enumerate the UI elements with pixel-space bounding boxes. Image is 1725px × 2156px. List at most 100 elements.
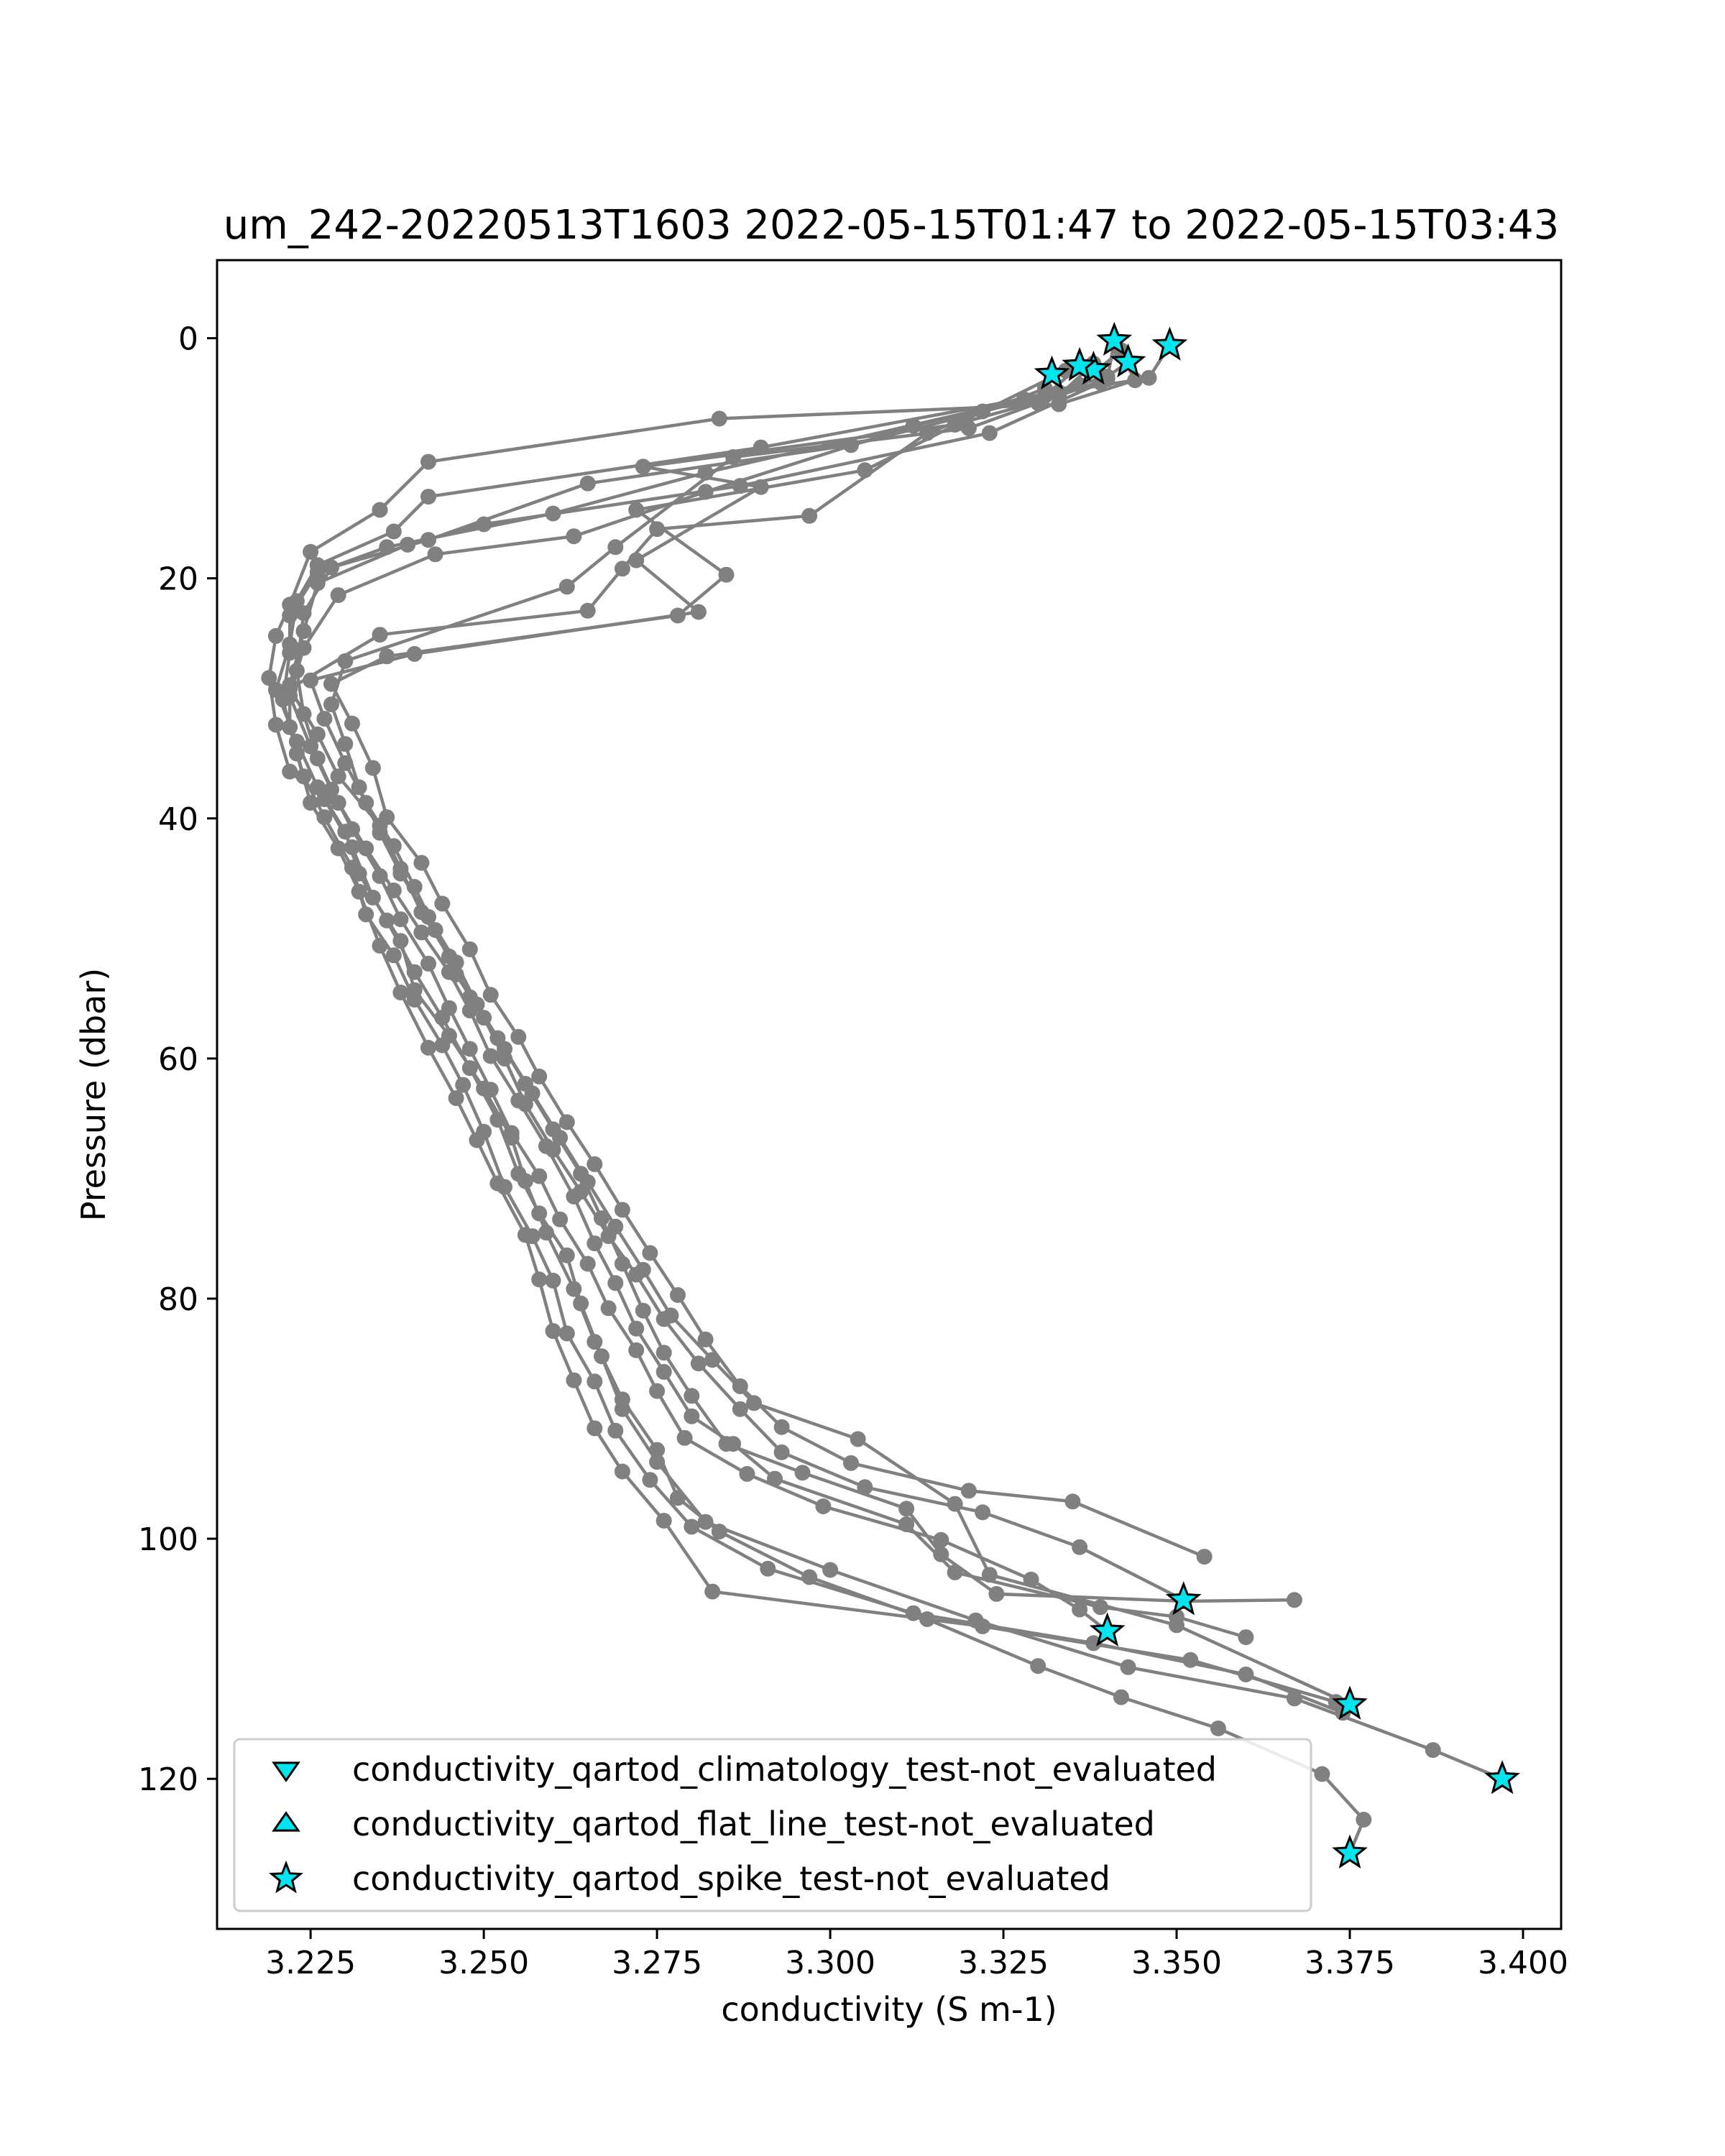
y-tick-label: 40 bbox=[158, 801, 198, 838]
data-point bbox=[545, 1323, 561, 1340]
plot-area bbox=[261, 321, 1520, 1869]
data-point bbox=[303, 672, 319, 688]
data-point bbox=[607, 1275, 624, 1291]
data-point bbox=[392, 865, 409, 882]
data-point bbox=[684, 1388, 700, 1404]
data-point bbox=[413, 854, 430, 871]
data-point bbox=[309, 575, 326, 591]
data-point bbox=[372, 502, 388, 518]
data-point bbox=[594, 1210, 610, 1227]
data-point bbox=[261, 670, 277, 686]
data-point bbox=[676, 1429, 693, 1446]
data-point bbox=[372, 824, 388, 841]
data-point bbox=[524, 1228, 540, 1245]
data-point bbox=[690, 1355, 707, 1372]
data-point bbox=[316, 809, 333, 826]
data-point bbox=[531, 1271, 548, 1288]
data-point bbox=[801, 507, 818, 524]
data-point bbox=[323, 696, 339, 713]
legend-label: conductivity_qartod_climatology_test-not… bbox=[352, 1750, 1217, 1789]
data-point bbox=[558, 1325, 575, 1342]
data-point bbox=[379, 809, 395, 826]
data-point bbox=[579, 602, 596, 619]
y-tick-label: 80 bbox=[158, 1281, 198, 1318]
data-point bbox=[649, 1454, 666, 1470]
profile-line bbox=[274, 344, 1503, 1781]
data-point bbox=[586, 1420, 603, 1437]
data-point bbox=[947, 1496, 963, 1512]
data-point bbox=[531, 1068, 548, 1084]
data-point bbox=[614, 561, 630, 577]
data-point bbox=[690, 604, 707, 620]
data-point bbox=[358, 906, 374, 923]
spike-flag-marker bbox=[1151, 326, 1188, 361]
data-point bbox=[309, 779, 326, 796]
data-point bbox=[420, 955, 436, 972]
x-tick-label: 3.350 bbox=[1131, 1945, 1222, 1981]
data-point bbox=[420, 532, 436, 548]
data-point bbox=[344, 715, 360, 732]
spike-flag-marker bbox=[1332, 1685, 1368, 1720]
x-axis: 3.225 3.250 3.275 3.300 3.325 3.350 3.375 3.400 bbox=[265, 1929, 1568, 1981]
data-point bbox=[282, 719, 298, 735]
data-point bbox=[981, 1567, 998, 1583]
data-point bbox=[586, 1156, 603, 1172]
data-point bbox=[1085, 1635, 1102, 1651]
profile-series bbox=[323, 333, 1358, 1713]
legend-marker-triangle-up bbox=[272, 1811, 300, 1832]
data-point bbox=[628, 1320, 645, 1337]
spike-flag-marker bbox=[1096, 321, 1133, 356]
data-point bbox=[552, 1130, 569, 1146]
data-point bbox=[579, 1174, 596, 1190]
profile-series bbox=[261, 332, 1372, 1861]
data-point bbox=[531, 1168, 548, 1184]
data-point bbox=[295, 768, 312, 785]
data-point bbox=[282, 763, 298, 780]
data-point bbox=[482, 1082, 499, 1098]
data-point bbox=[718, 566, 735, 583]
spike-flag-marker bbox=[1089, 1612, 1126, 1646]
legend-marker-star bbox=[269, 1860, 303, 1894]
data-point bbox=[303, 738, 319, 755]
data-point bbox=[697, 1331, 714, 1348]
data-point bbox=[406, 992, 423, 1008]
data-point bbox=[427, 546, 443, 563]
x-tick-label: 3.275 bbox=[612, 1945, 702, 1981]
data-point bbox=[857, 1479, 873, 1496]
data-point bbox=[656, 1363, 672, 1380]
data-point bbox=[649, 521, 666, 538]
data-point bbox=[594, 1348, 610, 1365]
x-tick-label: 3.400 bbox=[1478, 1945, 1568, 1981]
data-point bbox=[704, 1352, 721, 1368]
data-point bbox=[1169, 1617, 1184, 1634]
data-point bbox=[933, 1546, 949, 1562]
x-tick-label: 3.325 bbox=[958, 1945, 1049, 1981]
data-point bbox=[385, 947, 402, 964]
axes-frame bbox=[216, 259, 1563, 1930]
data-point bbox=[392, 911, 409, 928]
data-point bbox=[309, 726, 326, 742]
data-point bbox=[704, 1583, 721, 1600]
data-point bbox=[573, 1295, 589, 1312]
data-point bbox=[850, 1431, 866, 1447]
data-point bbox=[1314, 1766, 1330, 1782]
data-point bbox=[267, 627, 284, 644]
data-point bbox=[545, 1272, 561, 1289]
profile-series bbox=[282, 342, 1129, 1639]
data-point bbox=[1425, 1742, 1441, 1759]
data-point bbox=[843, 1455, 859, 1471]
data-point bbox=[316, 711, 333, 727]
profile-line bbox=[288, 349, 1123, 1633]
data-point bbox=[413, 924, 430, 941]
data-point bbox=[684, 1408, 700, 1424]
data-point bbox=[392, 985, 409, 1000]
data-point bbox=[344, 821, 360, 837]
data-point bbox=[420, 908, 436, 925]
data-point bbox=[586, 1235, 603, 1252]
data-point bbox=[628, 502, 645, 518]
spike-flag-marker bbox=[1484, 1760, 1520, 1795]
data-point bbox=[282, 688, 298, 704]
data-point bbox=[697, 1514, 714, 1530]
y-tick-label: 60 bbox=[158, 1041, 198, 1078]
data-point bbox=[330, 768, 346, 785]
